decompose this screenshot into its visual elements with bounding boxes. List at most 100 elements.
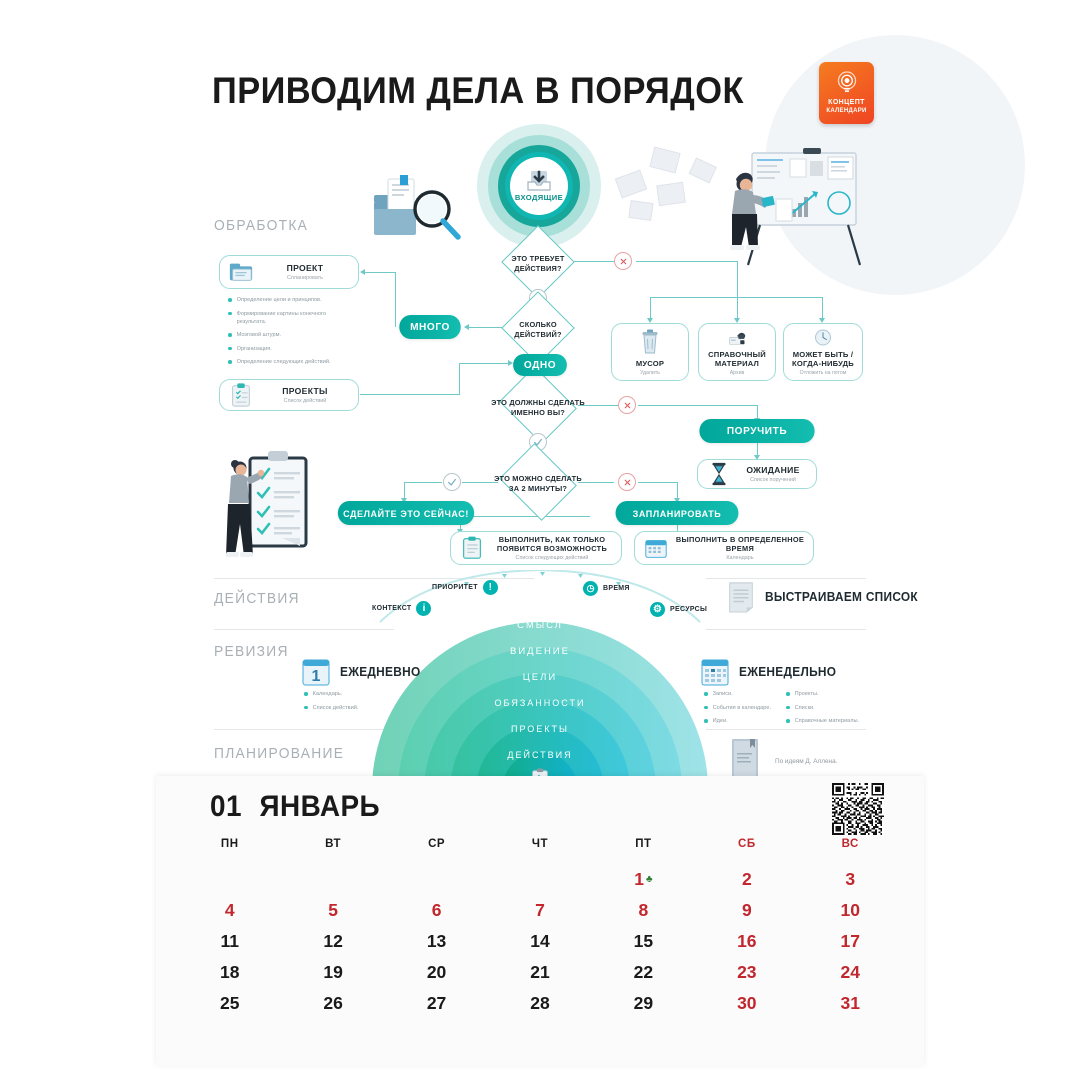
- gear-icon: ⚙: [650, 602, 665, 617]
- calendar-week-row: 18 19 20 21 22 23 24: [178, 957, 902, 988]
- calendar-day-cell[interactable]: 30: [737, 993, 757, 1013]
- flow-line-no-down: [737, 261, 739, 297]
- calendar-day-cell[interactable]: 21: [530, 962, 550, 982]
- criteria-context[interactable]: КОНТЕКСТ i: [372, 601, 432, 616]
- calendar-day-cell[interactable]: 31: [840, 993, 860, 1013]
- calendar-month-heading: 01 ЯНВАРЬ: [210, 790, 380, 824]
- card-next-actions-title: ВЫПОЛНИТЬ, КАК ТОЛЬКО ПОЯВИТСЯ ВОЗМОЖНОС…: [496, 534, 608, 553]
- calendar-day-cell[interactable]: 12: [323, 931, 343, 951]
- calendar-day-cell[interactable]: 1 ♣: [634, 869, 653, 889]
- card-next-actions[interactable]: ВЫПОЛНИТЬ, КАК ТОЛЬКО ПОЯВИТСЯ ВОЗМОЖНОС…: [450, 531, 622, 565]
- flow-line-d4-yes2: [404, 482, 442, 484]
- calendar-day-cell[interactable]: 23: [737, 962, 757, 982]
- inbox-node: ВХОДЯЩИЕ: [477, 124, 601, 248]
- calendar-empty-cell: [178, 864, 281, 895]
- poster-infographic: ПРИВОДИМ ДЕЛА В ПОРЯДОК КОНЦЕПТ КАЛЕНДАР…: [212, 35, 1025, 790]
- check-badge-d4: [443, 473, 461, 491]
- weekday-thu: ЧТ: [531, 838, 549, 850]
- lightbulb-icon: [837, 71, 856, 92]
- decision-d4-text: ЭТО МОЖНО СДЕЛАТЬ ЗА 2 МИНУТЫ?: [478, 474, 598, 493]
- whiteboard-illustration: [730, 148, 862, 266]
- decision-d2-text: СКОЛЬКО ДЕЙСТВИЙ?: [492, 320, 584, 339]
- box-trash[interactable]: МУСОР Удалить: [611, 323, 689, 381]
- calendar-day-cell[interactable]: 20: [426, 962, 447, 982]
- pill-schedule[interactable]: ЗАПЛАНИРОВАТЬ: [615, 501, 739, 525]
- pill-mnogo[interactable]: МНОГО: [399, 315, 461, 339]
- calendar-week-row: 4 5 6 7 8 9 10: [178, 895, 902, 926]
- box-maybe[interactable]: МОЖЕТ БЫТЬ / КОГДА-НИБУДЬ Отложить на по…: [783, 323, 863, 381]
- weekday-mon: ПН: [220, 838, 239, 850]
- calendar-day-cell[interactable]: 11: [220, 931, 239, 951]
- qr-code[interactable]: [832, 783, 884, 835]
- calendar-day-cell[interactable]: 8: [638, 900, 649, 920]
- bullet-dot: [304, 692, 308, 696]
- flow-line-d4-yes: [462, 482, 498, 484]
- list-item: Организация.: [228, 345, 346, 353]
- card-waiting[interactable]: ОЖИДАНИЕ Список поручений: [697, 459, 817, 489]
- list-item: Определение цели и принципов.: [228, 296, 346, 304]
- checklist-icon: [463, 536, 481, 559]
- list-item-label: События в календаре.: [712, 704, 772, 711]
- box-reference[interactable]: СПРАВОЧНЫЙ МАТЕРИАЛ Архив: [698, 323, 776, 381]
- decision-d1-text: ЭТО ТРЕБУЕТ ДЕЙСТВИЯ?: [490, 254, 586, 273]
- pill-do-it-now[interactable]: СДЕЛАЙТЕ ЭТО СЕЙЧАС!: [337, 501, 475, 525]
- card-waiting-sub: Список поручений: [750, 476, 796, 483]
- inbox-label: ВХОДЯЩИЕ: [514, 193, 564, 202]
- calendar-day-cell[interactable]: 24: [840, 962, 860, 982]
- calendar-day-cell[interactable]: 14: [530, 931, 550, 951]
- info-icon: i: [416, 601, 432, 616]
- bullet-dot: [304, 705, 308, 710]
- calendar-day-cell[interactable]: 10: [840, 900, 860, 920]
- close-icon: [624, 402, 630, 408]
- list-item: Определение следующих действий.: [228, 358, 346, 366]
- list-item-label: Список действий.: [312, 704, 359, 711]
- logo-line-2: КАЛЕНДАРИ: [826, 108, 867, 114]
- bullet-dot: [704, 692, 708, 696]
- calendar-day-cell[interactable]: 26: [323, 993, 343, 1013]
- review-weekly-list-col1: Записи. События в календаре. Идеи.: [704, 690, 786, 731]
- cross-badge-d3: [618, 396, 636, 414]
- pill-odno[interactable]: ОДНО: [513, 354, 567, 376]
- weekday-fri: ПТ: [635, 838, 652, 850]
- arc-label-responsibilities: ОБЯЗАННОСТИ: [494, 698, 586, 708]
- card-calendar-time[interactable]: ВЫПОЛНИТЬ В ОПРЕДЕЛЕННОЕ ВРЕМЯ Календарь: [634, 531, 814, 565]
- card-next-actions-text: ВЫПОЛНИТЬ, КАК ТОЛЬКО ПОЯВИТСЯ ВОЗМОЖНОС…: [491, 535, 613, 562]
- calendar-day-cell[interactable]: 29: [633, 993, 654, 1013]
- calendar-grid: ПН ВТ СР ЧТ ПТ СБ ВС 1 ♣ 2 3 4 5 6 7 8 9 10 11 12 13 1…: [178, 838, 902, 1019]
- criteria-time[interactable]: ◷ ВРЕМЯ: [583, 581, 630, 596]
- pill-poruchit[interactable]: ПОРУЧИТЬ: [699, 419, 815, 443]
- criteria-priority[interactable]: ПРИОРИТЕТ !: [432, 580, 498, 595]
- calendar-day-cell[interactable]: 15: [633, 931, 654, 951]
- calendar-day-cell[interactable]: 3: [845, 869, 856, 889]
- list-item-label: Проекты.: [794, 691, 819, 697]
- check-icon: [448, 478, 456, 486]
- bullet-dot: [228, 311, 232, 316]
- flow-line-d2-mnogo: [465, 327, 503, 329]
- calendar-day-cell[interactable]: 18: [219, 962, 240, 982]
- calendar-day-cell[interactable]: 7: [535, 900, 545, 920]
- calendar-day-cell[interactable]: 16: [737, 931, 757, 951]
- criteria-resources[interactable]: ⚙ РЕСУРСЫ: [650, 602, 707, 617]
- card-project[interactable]: ПРОЕКТ Спланировать: [219, 255, 359, 289]
- calendar-day-cell[interactable]: 9: [741, 900, 752, 920]
- calendar-day-cell[interactable]: 5: [328, 900, 338, 920]
- hourglass-icon: [712, 462, 726, 486]
- calendar-day-cell[interactable]: 4: [224, 900, 235, 920]
- calendar-header-row: ПН ВТ СР ЧТ ПТ СБ ВС: [178, 838, 902, 864]
- calendar-day-cell[interactable]: 13: [426, 931, 447, 951]
- calendar-day-cell[interactable]: 19: [323, 962, 343, 982]
- rail-label-review: РЕВИЗИЯ: [214, 643, 289, 660]
- list-item: События в календаре.: [704, 704, 786, 712]
- calendar-day-cell[interactable]: 25: [219, 993, 240, 1013]
- calendar-day-cell[interactable]: 2: [741, 869, 752, 889]
- calendar-day-cell[interactable]: 6: [431, 900, 442, 920]
- card-projects[interactable]: ПРОЕКТЫ Список действий: [219, 379, 359, 411]
- calendar-day-cell[interactable]: 28: [530, 993, 550, 1013]
- arc-label-meaning: СМЫСЛ: [517, 620, 563, 631]
- decision-d2-line1: СКОЛЬКО: [519, 320, 557, 329]
- calendar-day-cell[interactable]: 17: [840, 931, 860, 951]
- calendar-day-cell[interactable]: 22: [633, 962, 654, 982]
- card-calendar-time-text: ВЫПОЛНИТЬ В ОПРЕДЕЛЕННОЕ ВРЕМЯ Календарь: [675, 535, 805, 562]
- criteria-resources-label: РЕСУРСЫ: [670, 606, 708, 613]
- calendar-day-cell[interactable]: 27: [426, 993, 447, 1013]
